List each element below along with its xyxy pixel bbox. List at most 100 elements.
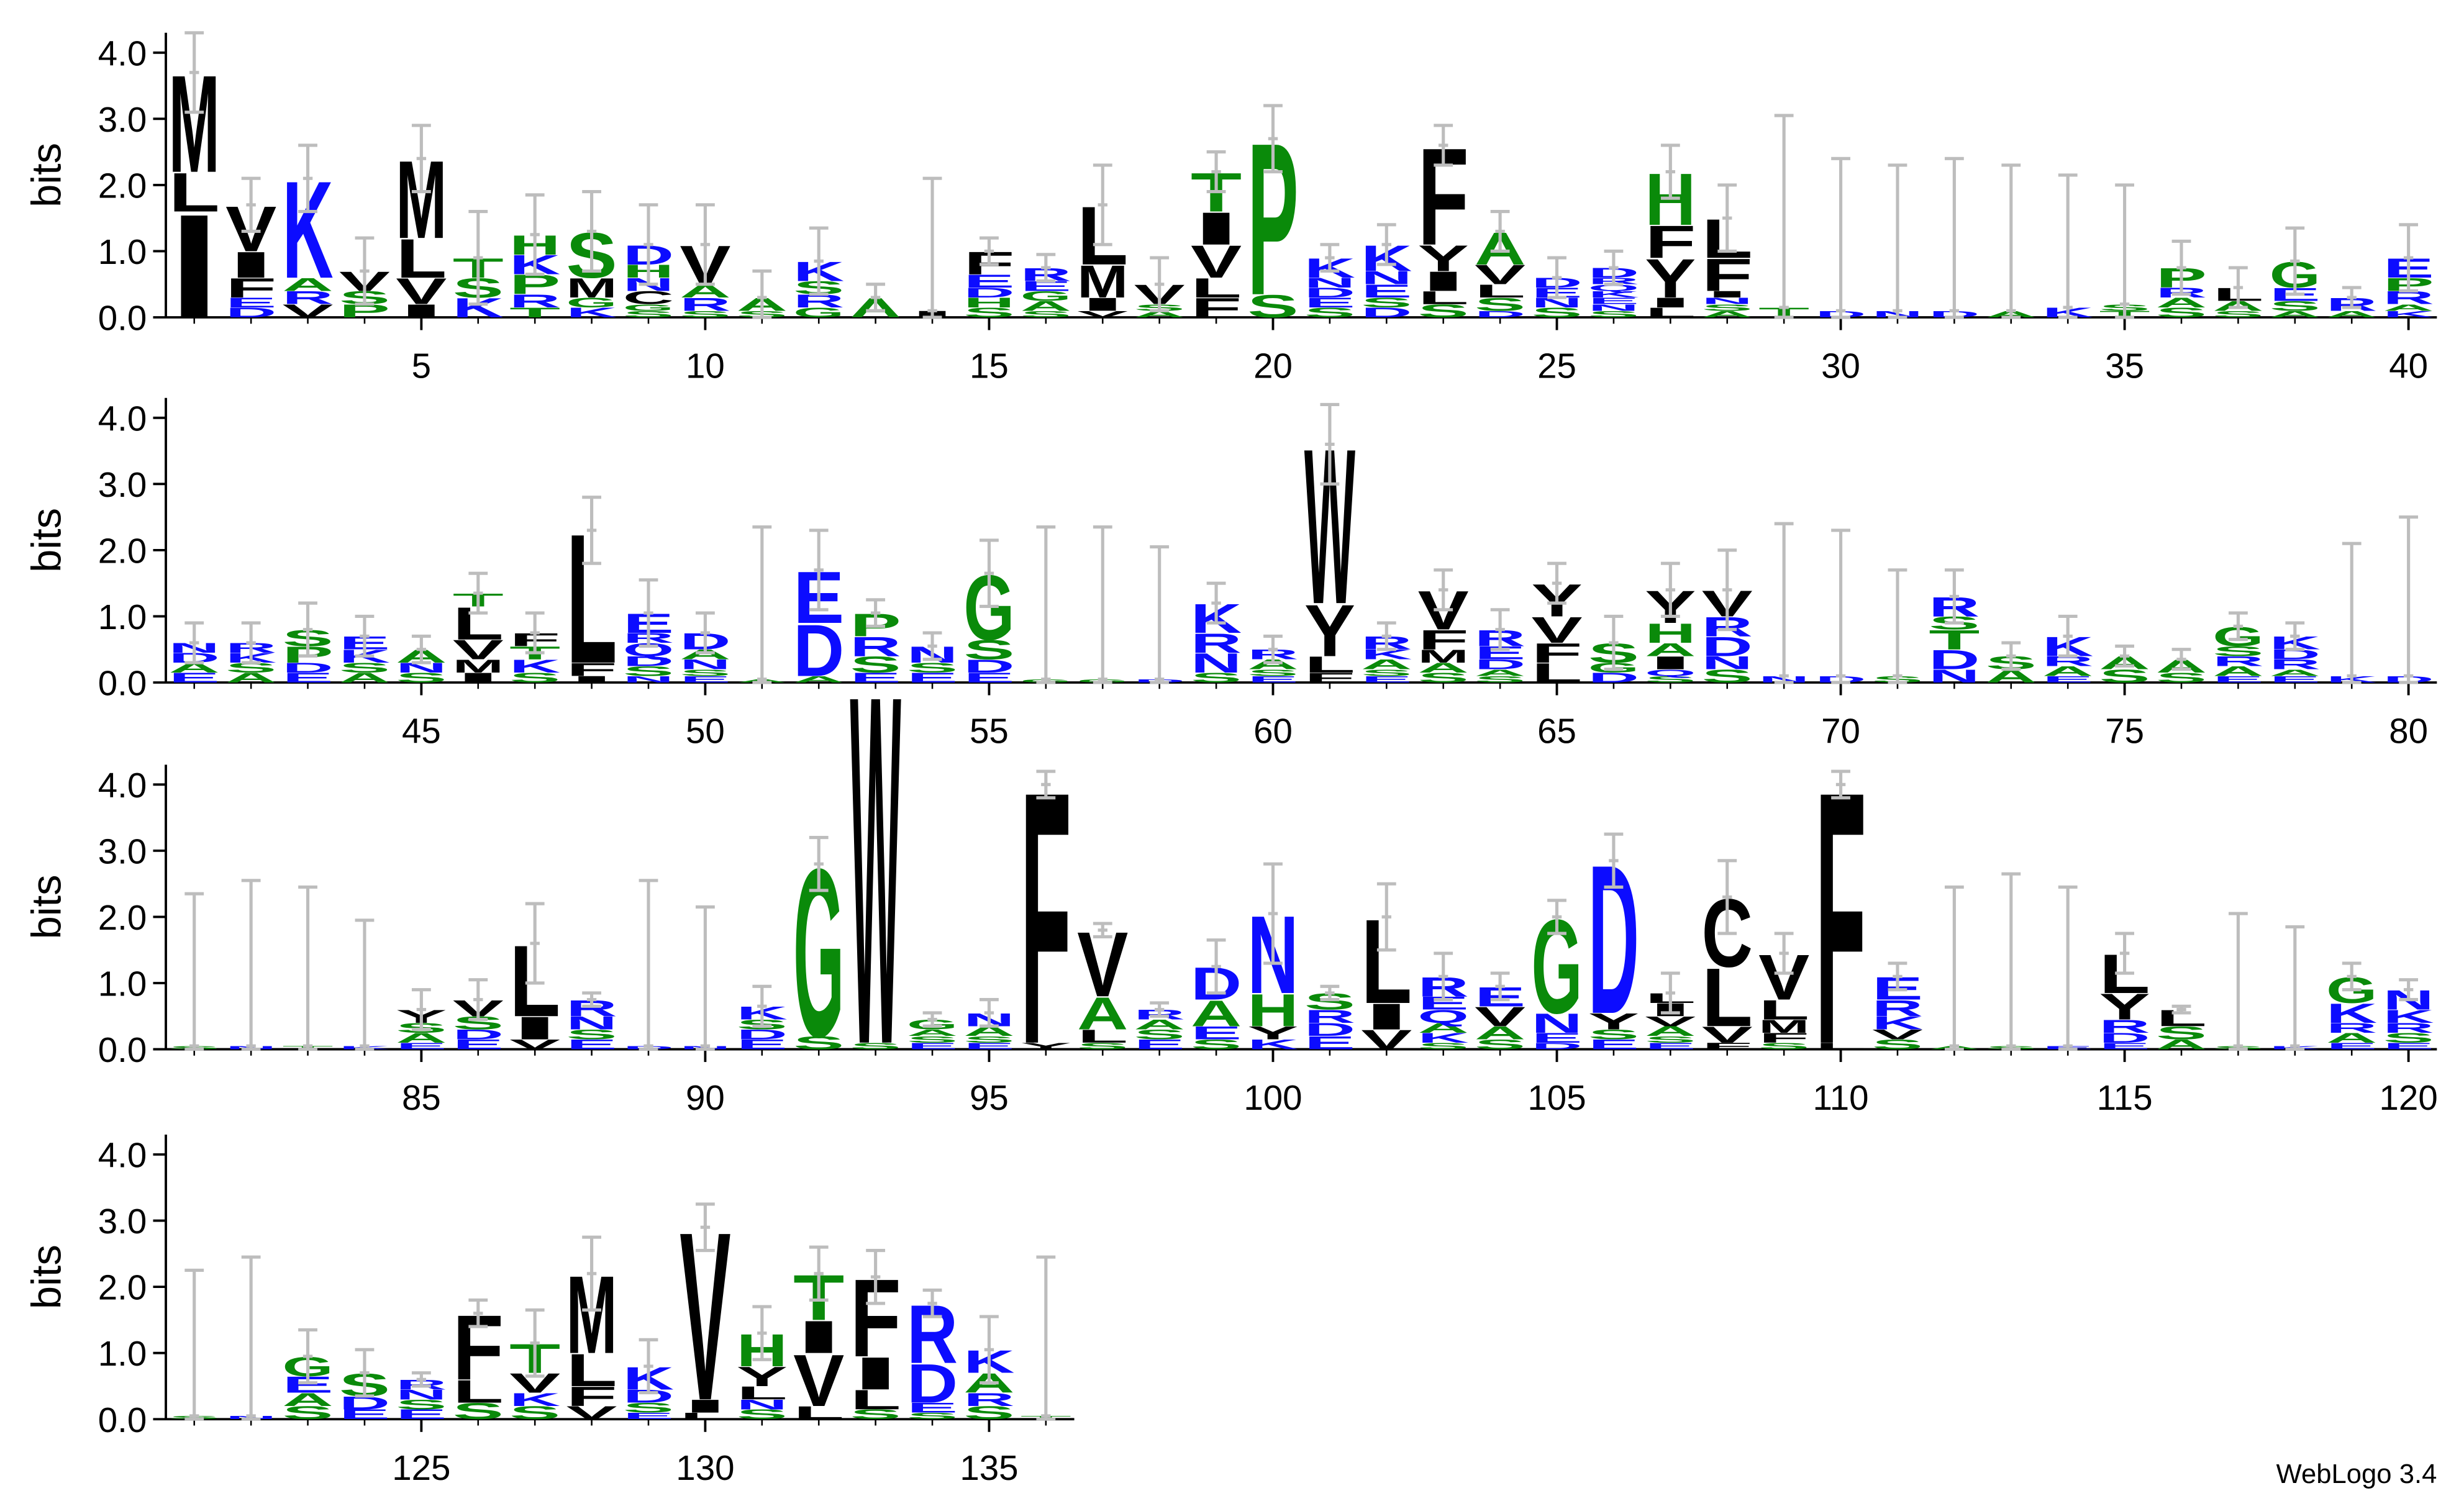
letter: V	[1475, 260, 1525, 291]
x-tick-label: 120	[2380, 1078, 2438, 1117]
error-bar	[1376, 223, 1396, 266]
letter: D	[963, 285, 1014, 301]
error-bar	[1831, 769, 1850, 800]
letter: M	[1758, 1016, 1809, 1036]
letter: K	[1872, 1013, 1923, 1033]
error-bar	[2171, 648, 2191, 671]
letter: H	[1645, 618, 1696, 649]
letter: R	[680, 294, 730, 314]
error-bar	[922, 176, 942, 319]
letter: I	[566, 674, 617, 684]
letter: A	[225, 670, 276, 686]
error-bar	[1036, 525, 1056, 684]
letter: D	[623, 653, 674, 669]
error-bar	[1660, 143, 1680, 200]
letter: E	[396, 1407, 447, 1422]
letter: I	[1702, 289, 1753, 300]
error-bar	[241, 176, 261, 234]
letter: S	[623, 309, 674, 319]
error-bar	[2001, 163, 2021, 319]
error-bar	[1376, 621, 1396, 651]
letter: S	[2156, 670, 2207, 686]
error-bar	[1093, 163, 1112, 247]
error-bar	[639, 1338, 658, 1395]
letter-stack: SAGER	[1021, 265, 1071, 320]
letter: A	[1475, 668, 1525, 678]
letter: V	[1077, 309, 1128, 319]
error-bar	[1206, 938, 1226, 995]
letter: S	[509, 1402, 560, 1423]
letter: E	[1304, 1033, 1355, 1053]
letter: M	[453, 656, 504, 676]
x-tick-label: 90	[686, 1078, 725, 1117]
letter: L	[1645, 305, 1696, 320]
letter: V	[1361, 1024, 1412, 1055]
letter: M	[1418, 646, 1469, 666]
letter: S	[850, 1041, 901, 1051]
error-bar	[1376, 882, 1396, 952]
error-bar	[1888, 163, 1907, 319]
letter: M	[566, 273, 617, 304]
letter: E	[1531, 1030, 1582, 1046]
letter: F	[1702, 1041, 1753, 1051]
letter: S	[737, 1407, 788, 1422]
y-tick-label: 0.0	[98, 664, 147, 703]
letter: E	[1247, 674, 1298, 684]
letter: S	[1588, 309, 1639, 319]
error-bar	[2285, 226, 2305, 296]
error-bar	[525, 193, 545, 276]
letter: Y	[1418, 238, 1469, 279]
letter: E	[169, 670, 220, 686]
letter: L	[793, 1402, 844, 1423]
letter: V	[1645, 1014, 1696, 1029]
letter: S	[1247, 668, 1298, 678]
letter: A	[1475, 1023, 1525, 1043]
letter: E	[623, 1411, 674, 1422]
letter: V	[1702, 1022, 1753, 1048]
x-tick-label: 45	[402, 712, 441, 751]
letter: S	[1645, 674, 1696, 684]
error-bar	[639, 203, 658, 286]
letter: F	[1304, 670, 1355, 686]
x-tick-label: 130	[676, 1448, 734, 1487]
error-bar	[411, 634, 431, 664]
x-tick-label: 35	[2105, 347, 2144, 386]
letter: S	[1702, 302, 1753, 313]
letter: S	[1361, 668, 1412, 678]
letter: L	[1815, 1041, 1866, 1051]
letter: A	[1418, 1020, 1469, 1036]
letter: A	[2212, 663, 2263, 679]
error-bar	[411, 124, 431, 194]
letter: S	[623, 1400, 674, 1415]
error-bar	[752, 984, 772, 1028]
error-bar	[1547, 899, 1566, 935]
letter: I	[1645, 295, 1696, 311]
letter: S	[2156, 1023, 2207, 1043]
letter: K	[2383, 309, 2434, 319]
letter: E	[1134, 1036, 1185, 1052]
error-bar	[2399, 223, 2419, 292]
letter: G	[566, 295, 617, 311]
error-bar	[468, 1298, 488, 1328]
letter: S	[2156, 305, 2207, 320]
y-tick-label: 1.0	[98, 597, 147, 637]
letter: F	[566, 1381, 617, 1412]
error-bar	[1490, 209, 1510, 253]
footer: WebLogo 3.4	[2276, 1459, 2437, 1489]
error-bar	[2171, 239, 2191, 296]
letter: Y	[1021, 1041, 1071, 1051]
error-bar	[809, 528, 829, 612]
letter: I	[169, 184, 220, 349]
y-tick-label: 2.0	[98, 531, 147, 570]
letter: E	[2042, 674, 2093, 684]
letter: S	[2212, 643, 2263, 659]
error-bar	[752, 525, 772, 684]
letter: G	[793, 305, 844, 320]
letter: A	[793, 674, 844, 684]
error-bar	[1263, 862, 1283, 965]
letter: E	[566, 1036, 617, 1052]
